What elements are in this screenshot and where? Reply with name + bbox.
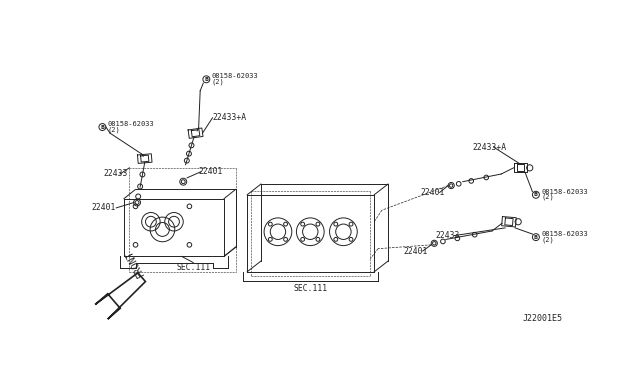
Text: 22401: 22401 (198, 167, 223, 176)
Text: FRONT: FRONT (123, 247, 145, 278)
Text: 22433+A: 22433+A (212, 113, 246, 122)
Text: (2): (2) (541, 236, 554, 243)
Circle shape (532, 234, 540, 241)
Text: 22401: 22401 (403, 247, 428, 256)
Circle shape (532, 191, 540, 198)
Text: 08158-62033: 08158-62033 (212, 73, 259, 79)
Text: B: B (534, 192, 538, 197)
Text: 08158-62033: 08158-62033 (541, 231, 588, 237)
Text: (2): (2) (108, 126, 120, 132)
Text: 22401: 22401 (420, 188, 445, 197)
Text: 22433: 22433 (436, 231, 460, 240)
Text: SEC.111: SEC.111 (176, 263, 211, 272)
Text: 22401: 22401 (92, 203, 116, 212)
Text: B: B (100, 125, 104, 129)
Circle shape (99, 124, 106, 131)
Text: (2): (2) (541, 194, 554, 201)
Text: 22433: 22433 (103, 170, 127, 179)
Text: B: B (534, 235, 538, 240)
Text: 08158-62033: 08158-62033 (541, 189, 588, 195)
Text: 22433+A: 22433+A (473, 142, 507, 151)
Text: (2): (2) (212, 78, 225, 85)
Text: J22001E5: J22001E5 (523, 314, 563, 323)
Text: SEC.111: SEC.111 (293, 284, 327, 293)
Text: B: B (204, 77, 209, 82)
Circle shape (203, 76, 210, 83)
Text: 08158-62033: 08158-62033 (108, 121, 154, 127)
